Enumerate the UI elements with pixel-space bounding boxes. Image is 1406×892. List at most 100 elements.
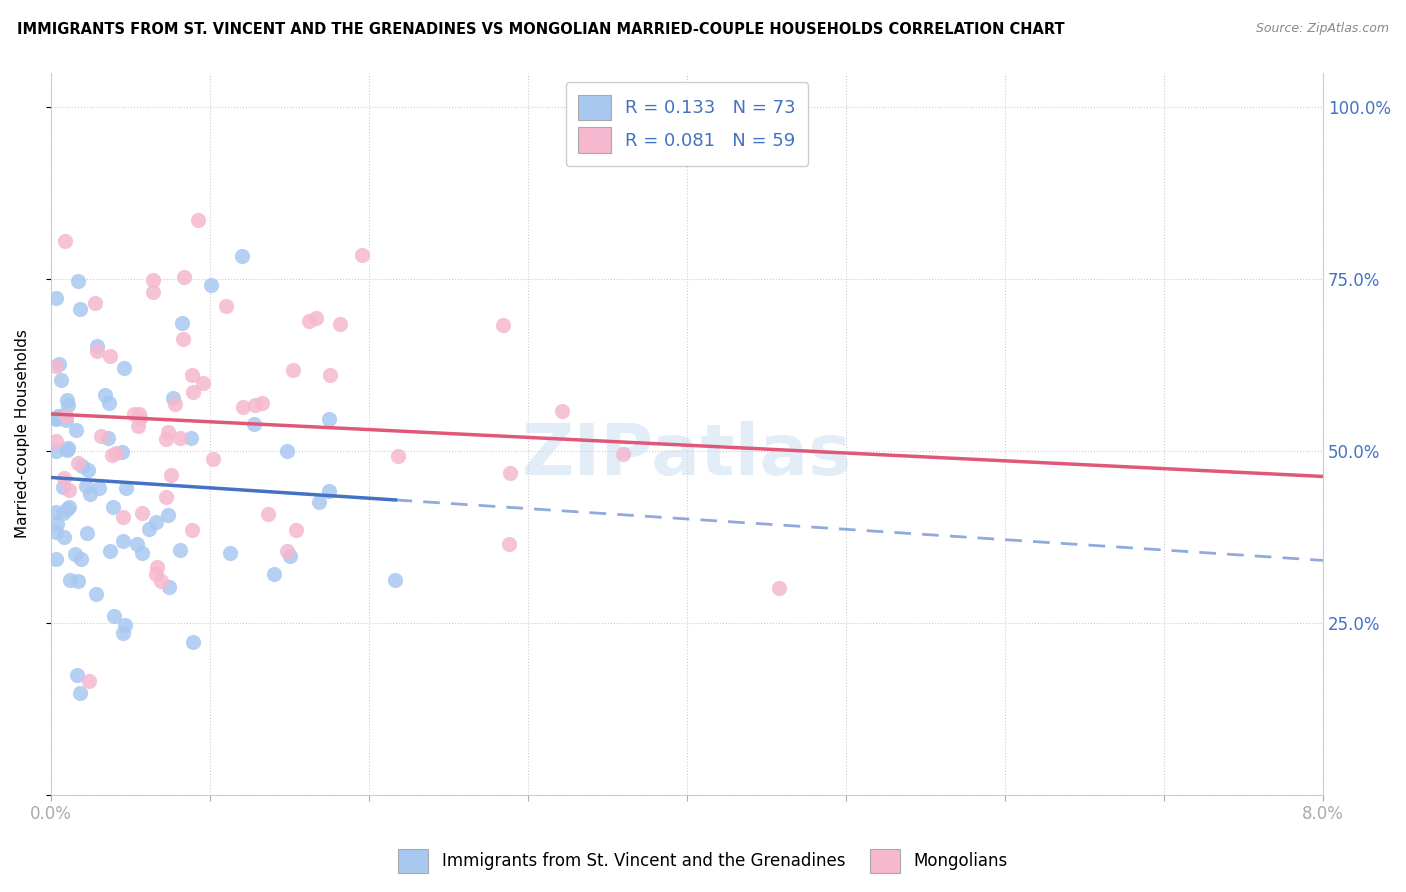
Point bbox=[59, 573, 82, 587]
Point bbox=[112, 534, 135, 549]
Point bbox=[122, 407, 145, 421]
Point bbox=[111, 445, 134, 459]
Point bbox=[69, 302, 91, 317]
Point bbox=[318, 484, 340, 499]
Point bbox=[145, 515, 167, 529]
Point bbox=[45, 359, 67, 373]
Point bbox=[56, 398, 79, 412]
Point bbox=[45, 525, 67, 540]
Point bbox=[283, 363, 305, 377]
Point bbox=[53, 530, 76, 544]
Point bbox=[128, 411, 150, 425]
Point bbox=[498, 537, 520, 551]
Point bbox=[52, 480, 75, 494]
Point bbox=[276, 544, 298, 558]
Legend: R = 0.133   N = 73, R = 0.081   N = 59: R = 0.133 N = 73, R = 0.081 N = 59 bbox=[565, 82, 808, 166]
Point bbox=[181, 368, 204, 382]
Point bbox=[256, 507, 278, 521]
Point bbox=[77, 674, 100, 689]
Point bbox=[63, 547, 86, 561]
Point bbox=[111, 510, 134, 524]
Point bbox=[114, 618, 136, 632]
Point bbox=[202, 452, 225, 467]
Point bbox=[83, 296, 105, 310]
Point bbox=[768, 581, 790, 595]
Point bbox=[250, 396, 273, 410]
Point bbox=[350, 248, 373, 262]
Point bbox=[285, 523, 308, 537]
Point bbox=[86, 344, 108, 359]
Point bbox=[97, 431, 120, 445]
Point bbox=[149, 574, 172, 588]
Point bbox=[75, 479, 97, 493]
Point bbox=[492, 318, 515, 332]
Point bbox=[157, 508, 180, 522]
Point bbox=[181, 634, 204, 648]
Point bbox=[127, 418, 149, 433]
Point bbox=[278, 549, 301, 563]
Point bbox=[52, 506, 75, 520]
Point bbox=[53, 408, 76, 422]
Point bbox=[46, 517, 69, 532]
Point bbox=[155, 490, 177, 504]
Point bbox=[112, 361, 135, 376]
Point bbox=[45, 552, 67, 566]
Point bbox=[131, 546, 153, 560]
Legend: Immigrants from St. Vincent and the Grenadines, Mongolians: Immigrants from St. Vincent and the Gren… bbox=[392, 842, 1014, 880]
Point bbox=[263, 567, 285, 582]
Point bbox=[160, 468, 183, 483]
Point bbox=[45, 505, 67, 519]
Point bbox=[181, 524, 204, 538]
Point bbox=[104, 445, 127, 459]
Point bbox=[172, 316, 194, 330]
Point bbox=[142, 285, 165, 299]
Text: ZIPatlas: ZIPatlas bbox=[522, 421, 852, 491]
Point bbox=[242, 417, 264, 431]
Point bbox=[66, 668, 89, 682]
Text: Source: ZipAtlas.com: Source: ZipAtlas.com bbox=[1256, 22, 1389, 36]
Point bbox=[612, 447, 634, 461]
Point bbox=[45, 434, 67, 448]
Point bbox=[305, 311, 328, 326]
Point bbox=[219, 546, 242, 560]
Point bbox=[67, 456, 90, 470]
Point bbox=[56, 442, 79, 457]
Point bbox=[245, 398, 267, 412]
Point bbox=[159, 580, 181, 594]
Point bbox=[103, 609, 125, 624]
Point bbox=[86, 339, 108, 353]
Point bbox=[329, 317, 352, 331]
Point bbox=[55, 412, 77, 426]
Text: IMMIGRANTS FROM ST. VINCENT AND THE GRENADINES VS MONGOLIAN MARRIED-COUPLE HOUSE: IMMIGRANTS FROM ST. VINCENT AND THE GREN… bbox=[17, 22, 1064, 37]
Point bbox=[187, 212, 209, 227]
Point bbox=[191, 376, 214, 391]
Point bbox=[52, 471, 75, 485]
Point bbox=[157, 425, 180, 440]
Point bbox=[69, 551, 91, 566]
Point bbox=[98, 544, 121, 558]
Point bbox=[155, 432, 177, 446]
Point bbox=[180, 431, 202, 445]
Point bbox=[53, 234, 76, 248]
Point bbox=[145, 567, 167, 582]
Point bbox=[138, 522, 160, 536]
Point bbox=[112, 626, 135, 640]
Point bbox=[48, 357, 70, 371]
Point bbox=[45, 443, 67, 458]
Point bbox=[276, 443, 298, 458]
Point bbox=[141, 273, 163, 287]
Point bbox=[67, 274, 90, 288]
Point bbox=[232, 400, 254, 414]
Point bbox=[169, 431, 191, 445]
Point bbox=[115, 481, 138, 495]
Point bbox=[45, 291, 67, 305]
Point bbox=[56, 502, 79, 516]
Point bbox=[181, 384, 204, 399]
Point bbox=[550, 404, 572, 418]
Point bbox=[79, 487, 101, 501]
Point bbox=[58, 500, 80, 515]
Point bbox=[162, 392, 184, 406]
Point bbox=[173, 269, 195, 284]
Point bbox=[46, 409, 69, 424]
Point bbox=[298, 314, 321, 328]
